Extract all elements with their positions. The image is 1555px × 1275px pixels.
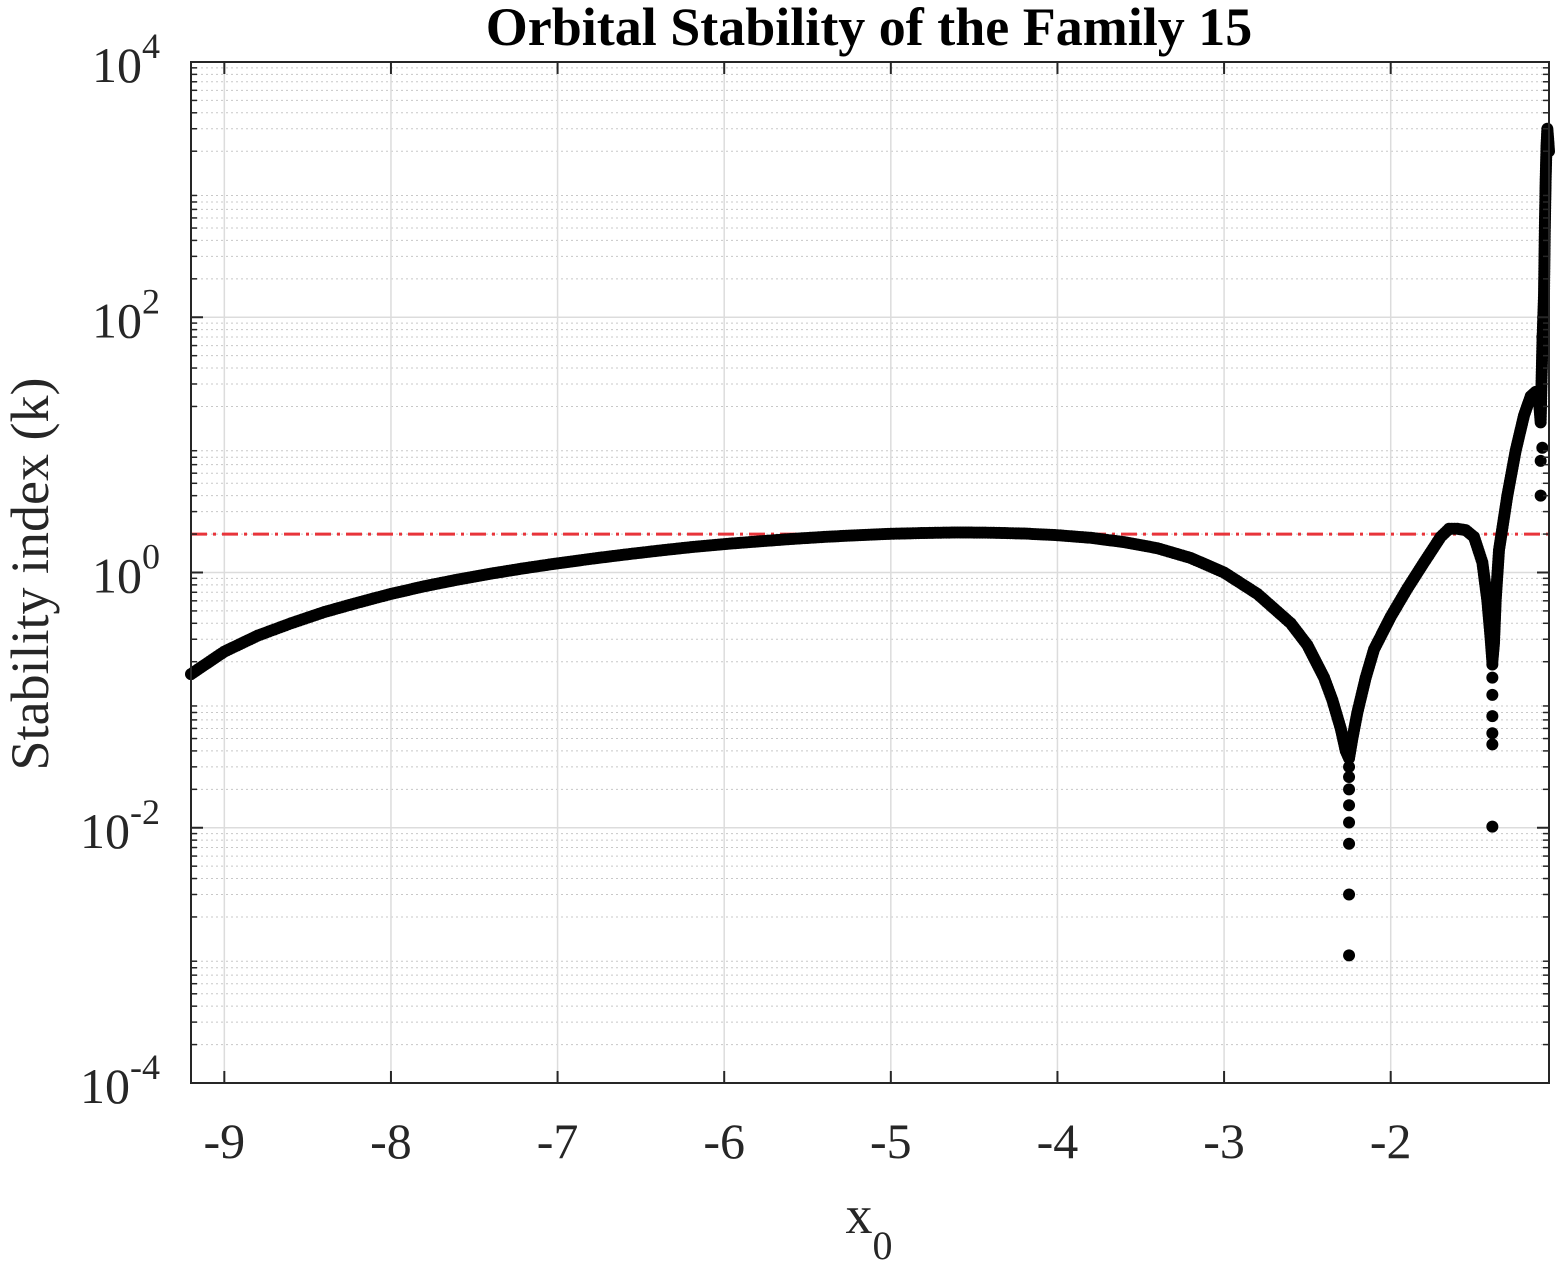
x-tick-label: -4 (1037, 1113, 1079, 1169)
data-point-isolated (1343, 760, 1356, 773)
x-tick-label: -7 (537, 1113, 579, 1169)
data-point-isolated (1536, 441, 1549, 454)
data-point-isolated (1486, 710, 1499, 723)
data-point-isolated (1343, 837, 1356, 850)
data-point-isolated (1343, 783, 1356, 796)
chart-title: Orbital Stability of the Family 15 (486, 0, 1252, 57)
data-point-isolated (1486, 688, 1499, 701)
data-point-isolated (1343, 949, 1356, 962)
y-tick-label: 10-4 (80, 1047, 160, 1114)
data-point-isolated (1486, 738, 1499, 751)
axes-layer (190, 61, 1550, 1084)
data-layer (185, 122, 1555, 962)
data-point-isolated (1486, 658, 1499, 671)
x-tick-label: -6 (703, 1113, 745, 1169)
x-tick-label: -5 (870, 1113, 912, 1169)
data-point-isolated (1486, 727, 1499, 740)
data-point-isolated (1538, 301, 1551, 314)
data-point-isolated (1486, 671, 1499, 684)
x-axis-label-base: x (846, 1185, 873, 1245)
data-point-isolated (1486, 820, 1499, 833)
data-point-isolated (1343, 888, 1356, 901)
data-point-isolated (1534, 489, 1547, 502)
x-tick-label: -9 (203, 1113, 245, 1169)
y-tick-label: 102 (92, 281, 160, 348)
x-axis-label: x0 (846, 1185, 893, 1268)
y-tick-label: 104 (92, 26, 160, 93)
x-tick-label: -2 (1370, 1113, 1412, 1169)
x-tick-label: -8 (370, 1113, 412, 1169)
y-tick-label: 100 (92, 537, 160, 604)
data-point-isolated (1343, 770, 1356, 783)
data-point-isolated (1536, 331, 1549, 344)
data-point-isolated (1536, 349, 1549, 362)
data-point-isolated (1343, 799, 1356, 812)
y-axis-label: Stability index (k) (0, 378, 60, 771)
tick-label-layer: -9 -8 -7 -6 -5 -4 -3 -2 10-4 10-2 100 102 104 (80, 26, 1412, 1169)
x-axis-label-subscript: 0 (873, 1223, 893, 1268)
data-point-isolated (1343, 816, 1356, 829)
y-tick-label: 10-2 (80, 792, 160, 859)
x-tick-label: -3 (1203, 1113, 1245, 1169)
